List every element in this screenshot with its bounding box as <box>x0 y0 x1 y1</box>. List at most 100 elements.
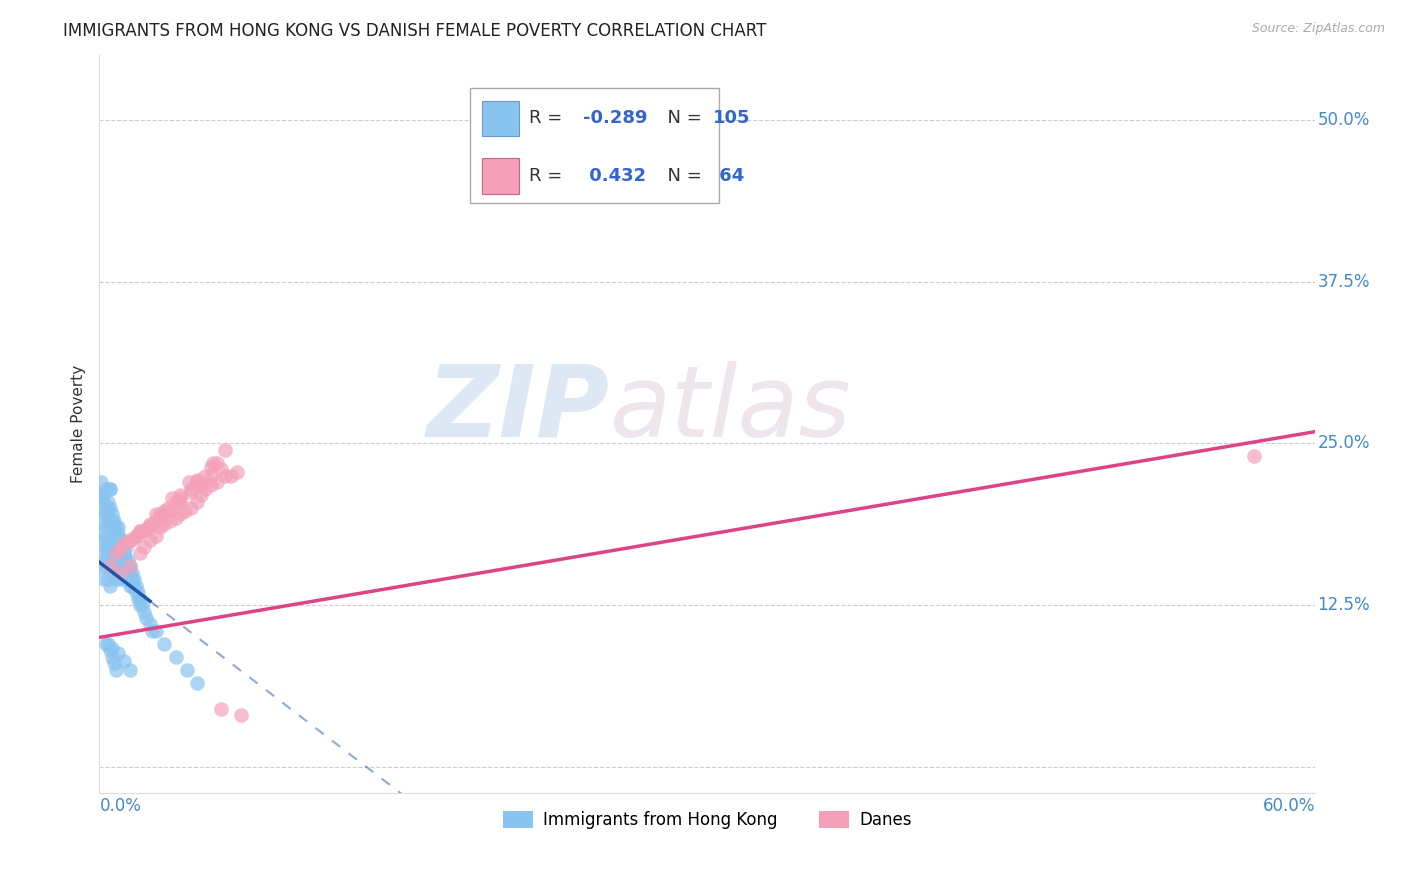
Point <box>111 533 134 548</box>
Legend: Immigrants from Hong Kong, Danes: Immigrants from Hong Kong, Danes <box>496 805 918 836</box>
Point <box>98 559 121 574</box>
Point <box>145 624 167 638</box>
Point <box>108 533 131 548</box>
Point <box>219 468 242 483</box>
Point <box>157 501 180 516</box>
Point <box>186 675 208 690</box>
Point <box>205 475 228 489</box>
Text: 25.0%: 25.0% <box>1317 434 1369 452</box>
Point <box>165 511 187 525</box>
Point <box>96 637 118 651</box>
Point <box>125 579 148 593</box>
Point <box>103 520 125 534</box>
Bar <box>482 101 519 136</box>
Point <box>90 488 112 502</box>
Point <box>226 465 249 479</box>
Point <box>104 663 127 677</box>
Point <box>209 462 232 476</box>
Point <box>114 553 136 567</box>
Point <box>98 482 121 496</box>
Point <box>180 501 202 516</box>
Point <box>104 533 127 548</box>
Point <box>104 572 127 586</box>
Point <box>200 459 222 474</box>
Point <box>1243 449 1265 463</box>
Point <box>186 494 208 508</box>
Point <box>93 572 115 586</box>
Point <box>104 533 127 548</box>
Point <box>122 579 145 593</box>
Point <box>153 516 176 531</box>
Point <box>132 524 155 539</box>
Point <box>145 529 167 543</box>
Point <box>125 529 148 543</box>
Point <box>96 501 118 516</box>
Point <box>94 540 117 554</box>
Point <box>108 540 131 554</box>
Point <box>209 701 232 715</box>
Point <box>98 559 121 574</box>
Point <box>108 546 131 560</box>
Point <box>132 605 155 619</box>
Point <box>173 503 195 517</box>
Point <box>90 527 112 541</box>
Point <box>94 520 117 534</box>
Point <box>98 579 121 593</box>
Text: R =: R = <box>529 167 568 186</box>
Point <box>176 663 198 677</box>
Point <box>108 572 131 586</box>
Point <box>201 456 224 470</box>
Point <box>139 520 162 534</box>
Text: 12.5%: 12.5% <box>1317 596 1371 614</box>
Point <box>121 533 143 548</box>
Point <box>129 591 152 606</box>
Text: N =: N = <box>657 109 707 127</box>
Point <box>214 442 236 457</box>
Text: N =: N = <box>657 167 707 186</box>
Point <box>107 566 129 580</box>
Y-axis label: Female Poverty: Female Poverty <box>72 365 86 483</box>
Point <box>98 520 121 534</box>
Point <box>98 501 121 516</box>
Point <box>107 527 129 541</box>
Point <box>149 511 172 525</box>
Point <box>107 520 129 534</box>
Point <box>122 572 145 586</box>
Point <box>103 657 125 671</box>
Point <box>132 540 155 554</box>
Point <box>94 508 117 522</box>
Text: 60.0%: 60.0% <box>1263 797 1315 814</box>
Point <box>114 540 136 554</box>
Point <box>121 572 143 586</box>
Point <box>98 643 121 657</box>
Point <box>100 533 122 548</box>
Point <box>231 708 253 723</box>
Point <box>103 527 125 541</box>
Text: 64: 64 <box>713 167 745 186</box>
Text: 105: 105 <box>713 109 751 127</box>
Point <box>169 488 191 502</box>
Point <box>100 649 122 664</box>
Point <box>141 624 163 638</box>
Point <box>93 533 115 548</box>
Point <box>114 566 136 580</box>
Point <box>186 475 208 489</box>
Point <box>93 514 115 528</box>
Point <box>96 533 118 548</box>
Point <box>90 559 112 574</box>
Point <box>111 553 134 567</box>
Point <box>145 514 167 528</box>
Point <box>107 646 129 660</box>
Point <box>108 542 131 557</box>
Text: Source: ZipAtlas.com: Source: ZipAtlas.com <box>1251 22 1385 36</box>
Point <box>96 546 118 560</box>
Point <box>112 559 135 574</box>
Text: 0.0%: 0.0% <box>100 797 142 814</box>
Point <box>108 566 131 580</box>
Point <box>111 566 134 580</box>
Point <box>117 553 139 567</box>
Point <box>112 537 135 551</box>
Text: 50.0%: 50.0% <box>1317 111 1369 128</box>
Point <box>98 540 121 554</box>
Point <box>194 482 217 496</box>
